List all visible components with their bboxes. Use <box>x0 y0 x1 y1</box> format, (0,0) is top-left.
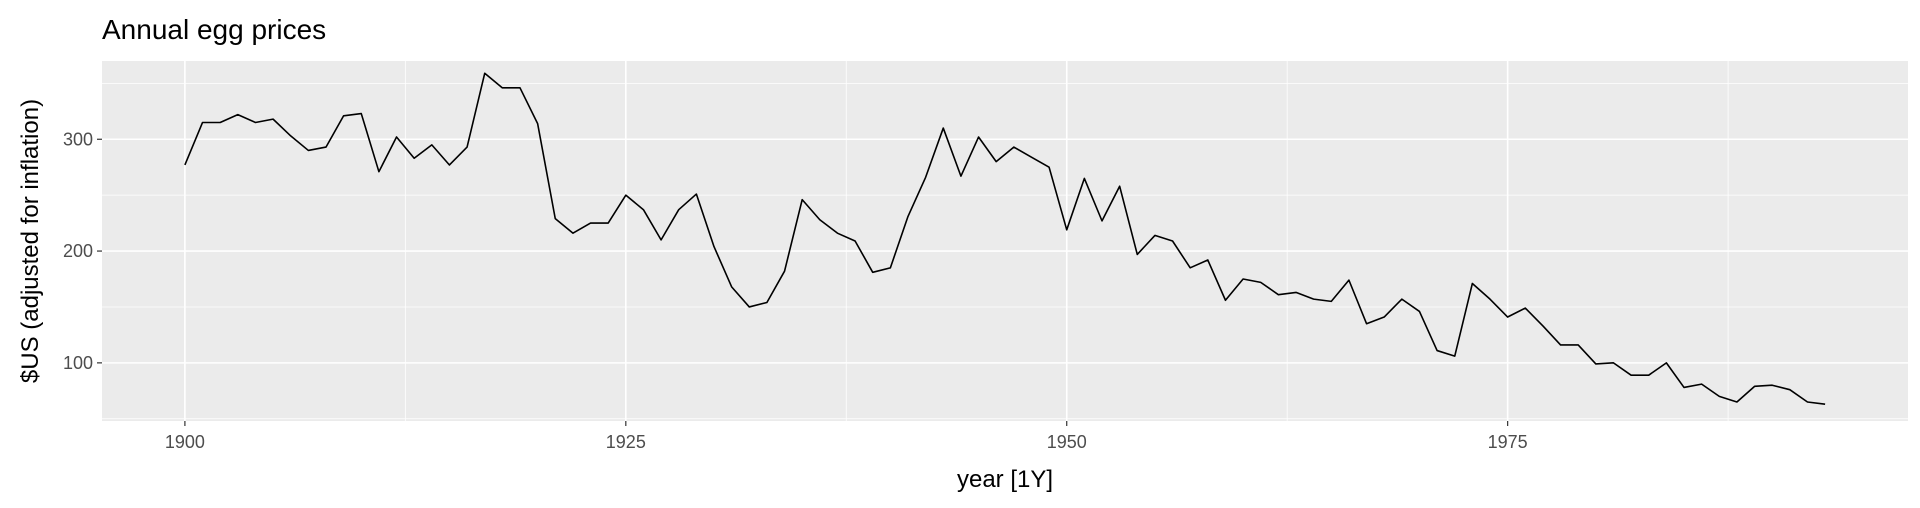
chart-title: Annual egg prices <box>102 14 326 45</box>
x-axis-title: year [1Y] <box>957 466 1053 493</box>
y-axis-title: $US (adjusted for inflation) <box>17 99 44 383</box>
x-axis: 1900 1925 1950 1975 <box>165 421 1528 452</box>
y-tick-label: 100 <box>63 353 93 373</box>
series-line <box>184 72 1826 406</box>
series-layer <box>184 72 1826 406</box>
y-tick-label: 200 <box>63 241 93 261</box>
y-axis: 100 200 300 <box>63 129 102 373</box>
x-tick-label: 1925 <box>606 432 646 452</box>
y-tick-label: 300 <box>63 129 93 149</box>
x-tick-label: 1950 <box>1047 432 1087 452</box>
x-tick-label: 1900 <box>165 432 205 452</box>
plot-panel <box>102 61 1908 421</box>
x-tick-label: 1975 <box>1488 432 1528 452</box>
minor-gridlines <box>102 61 1908 421</box>
